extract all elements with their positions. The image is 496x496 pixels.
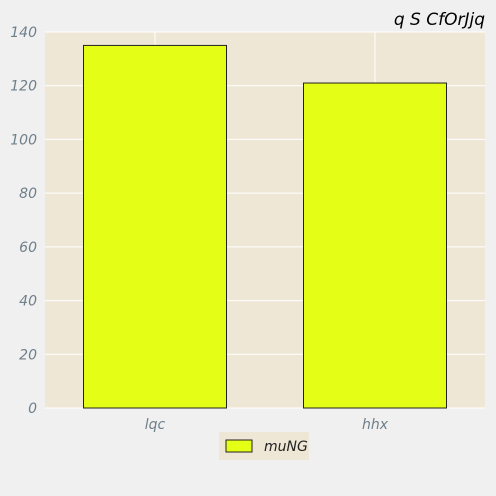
bars bbox=[83, 44, 447, 409]
chart-title: q S CfOrJjq bbox=[394, 10, 485, 30]
legend: muNG bbox=[219, 432, 309, 460]
bar-lqc bbox=[83, 44, 227, 409]
y-axis-ticks: 0 20 40 60 80 100 120 140 bbox=[10, 25, 37, 417]
legend-swatch bbox=[225, 439, 253, 453]
y-tick-label: 60 bbox=[19, 240, 37, 256]
y-tick-label: 80 bbox=[19, 186, 37, 202]
x-tick-label: lqc bbox=[145, 417, 166, 433]
x-axis-ticks: lqc hhx bbox=[145, 417, 389, 433]
y-tick-label: 140 bbox=[10, 25, 37, 41]
y-tick-label: 40 bbox=[19, 294, 37, 310]
y-tick-label: 100 bbox=[10, 132, 37, 148]
legend-label: muNG bbox=[264, 439, 308, 455]
y-tick-label: 20 bbox=[19, 347, 37, 363]
y-tick-label: 0 bbox=[28, 401, 37, 417]
y-tick-label: 120 bbox=[10, 79, 37, 95]
bar-hhx bbox=[303, 82, 447, 409]
x-tick-label: hhx bbox=[362, 417, 389, 433]
